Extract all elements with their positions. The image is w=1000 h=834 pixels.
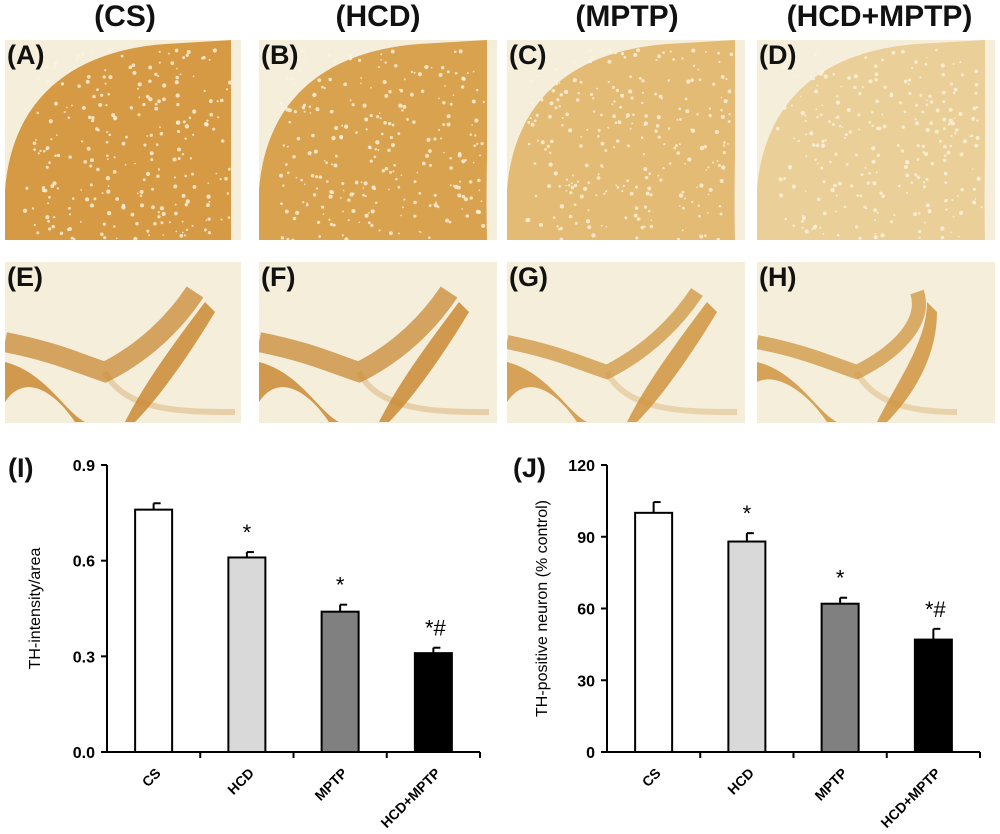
bar-cs [134, 508, 174, 754]
significance-marker: * [336, 573, 345, 598]
y-tick-label: 0.6 [73, 554, 95, 571]
significance-marker: *# [425, 616, 447, 641]
column-title-cs: (CS) [94, 0, 156, 33]
x-tick-label: CS [639, 765, 664, 790]
column-title-hcd-mptp: (HCD+MPTP) [786, 0, 973, 33]
y-tick-label: 120 [568, 458, 595, 475]
chart-j-label: (J) [513, 453, 546, 483]
panel-label: (E) [7, 262, 43, 292]
y-tick-label: 0.0 [73, 745, 95, 762]
panel-label: (F) [261, 262, 296, 292]
striatum-micrograph-b: (B) [259, 40, 497, 240]
bar-mptp [320, 610, 360, 753]
x-tick-label: CS [139, 765, 164, 790]
panel-label: (G) [509, 262, 548, 292]
significance-marker: * [836, 566, 845, 591]
panel-label: (A) [7, 40, 45, 70]
bar-cs [634, 511, 674, 754]
column-title-mptp: (MPTP) [575, 0, 679, 33]
striatum-micrograph-a: (A) [5, 40, 241, 240]
x-tick-label: HCD+MPTP [877, 765, 943, 831]
bar-mptp [820, 602, 860, 753]
x-tick-label: MPTP [811, 765, 850, 804]
column-title-hcd: (HCD) [335, 0, 421, 33]
bar-hcd [727, 540, 767, 753]
x-tick-label: HCD [224, 765, 257, 798]
y-tick-label: 0 [586, 745, 595, 762]
x-tick-label: HCD [724, 765, 757, 798]
x-tick-label: MPTP [311, 765, 350, 804]
bar-hcd-mptp [413, 652, 453, 753]
panel-label: (H) [759, 262, 797, 292]
striatum-micrograph-c: (C) [507, 40, 745, 240]
panel-label: (C) [509, 40, 547, 70]
midbrain-micrograph-h: (H) [757, 262, 995, 423]
y-tick-label: 0.9 [73, 458, 95, 475]
y-tick-label: 0.3 [73, 649, 95, 666]
midbrain-micrograph-e: (E) [5, 262, 241, 423]
chart-i-label: (I) [8, 453, 34, 483]
striatum-micrograph-d: (D) [757, 40, 995, 240]
midbrain-micrograph-f: (F) [259, 262, 497, 423]
bar-hcd-mptp [913, 638, 953, 753]
chart-th-positive-neuron: 0 30 60 90 120 TH-positive neuron (% control)… [534, 458, 981, 831]
y-axis-label: TH-intensity/area [27, 547, 44, 669]
y-tick-label: 30 [577, 673, 595, 690]
panel-label: (D) [759, 40, 797, 70]
midbrain-micrograph-g: (G) [507, 262, 745, 423]
significance-marker: *# [925, 597, 947, 622]
significance-marker: * [243, 520, 252, 545]
bar-hcd [227, 556, 267, 753]
chart-th-intensity: 0.0 0.3 0.6 0.9 TH-intensity/area CS * HCD * MPTP… [27, 458, 481, 831]
y-tick-label: 90 [577, 530, 595, 547]
x-tick-label: HCD+MPTP [377, 765, 443, 831]
y-tick-label: 60 [577, 602, 595, 619]
significance-marker: * [743, 501, 752, 526]
panel-label: (B) [261, 40, 299, 70]
y-axis-label: TH-positive neuron (% control) [534, 500, 551, 717]
